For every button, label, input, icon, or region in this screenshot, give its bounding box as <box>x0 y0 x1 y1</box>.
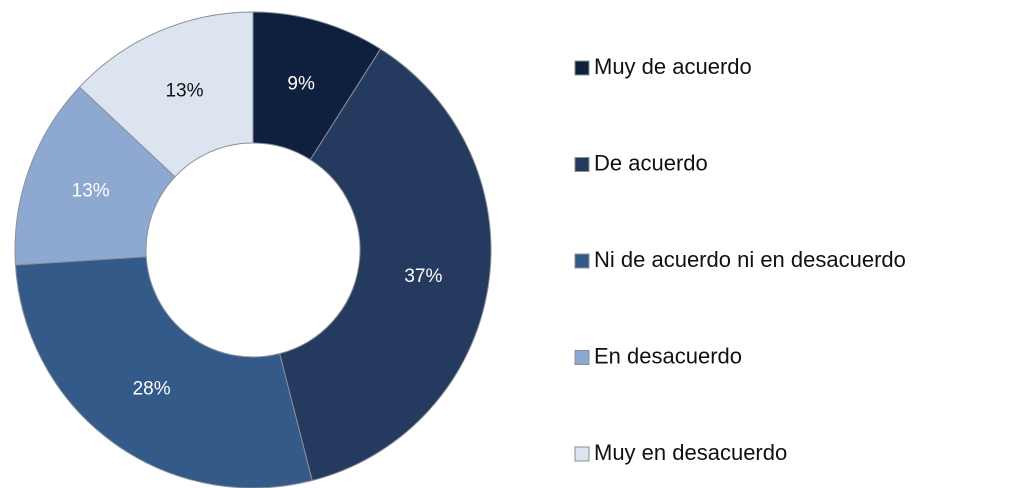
donut-slice <box>14 256 313 488</box>
data-label: 37% <box>404 266 442 287</box>
legend-label: Ni de acuerdo ni en desacuerdo <box>594 247 906 272</box>
legend-swatch <box>574 446 590 462</box>
legend-swatch <box>574 157 590 172</box>
data-label: 13% <box>165 81 203 102</box>
legend-label: En desacuerdo <box>594 343 742 368</box>
legend-label: Muy de acuerdo <box>594 54 752 79</box>
legend-swatch <box>574 60 590 76</box>
data-label: 13% <box>72 181 110 202</box>
data-label: 9% <box>287 73 315 94</box>
donut-slice <box>279 48 492 482</box>
legend-swatch <box>574 253 590 269</box>
legend-label: De acuerdo <box>594 150 708 175</box>
legend-label: Muy en desacuerdo <box>594 440 787 465</box>
data-label: 28% <box>133 379 171 400</box>
donut-slice <box>14 86 176 266</box>
legend-swatch <box>574 350 590 365</box>
donut-slice <box>78 11 254 178</box>
